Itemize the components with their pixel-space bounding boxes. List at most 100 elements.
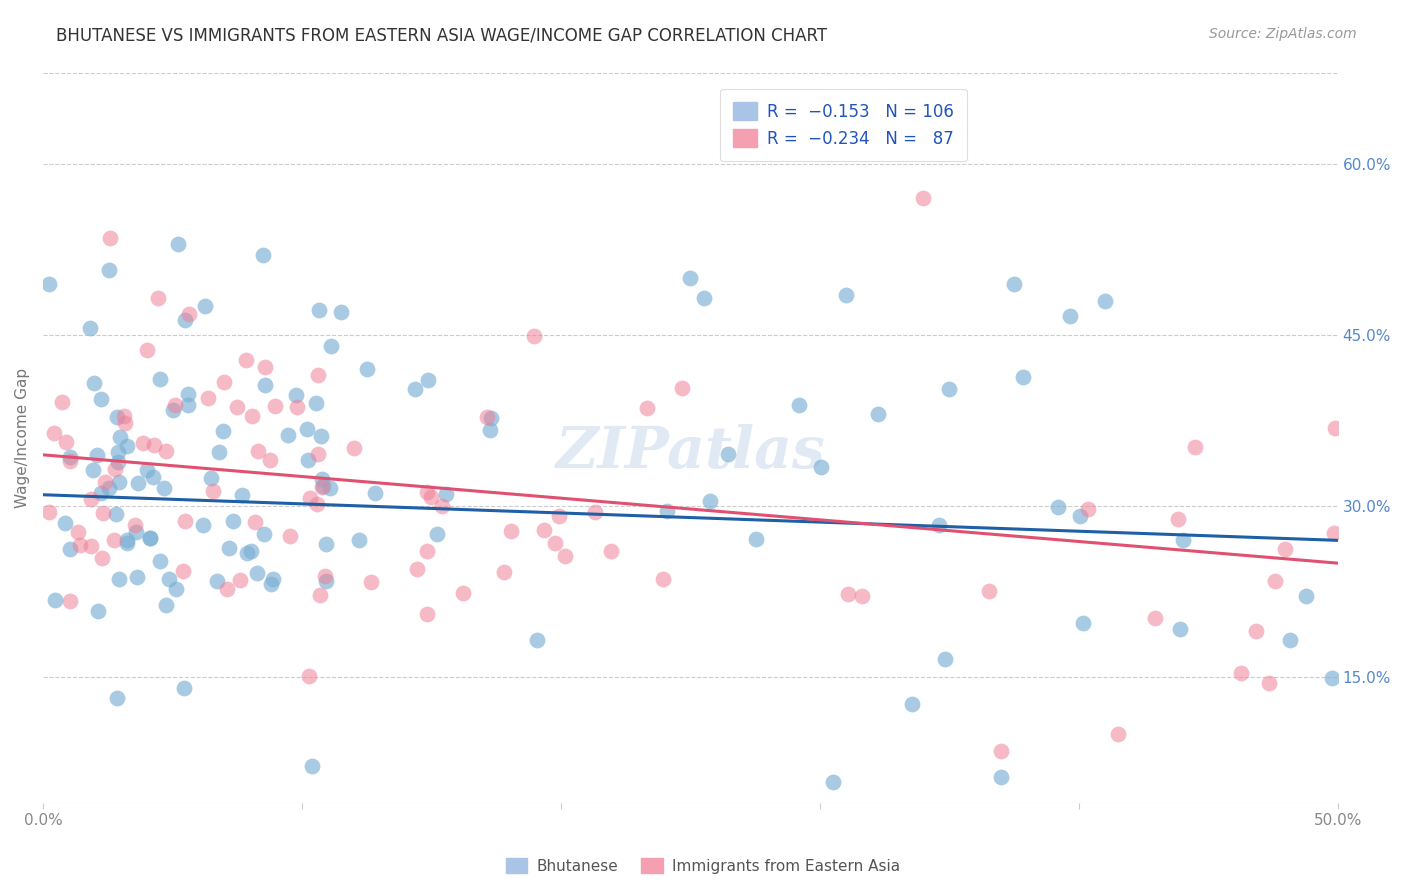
Point	[523, 328, 546, 343]
Point	[201, 484, 224, 499]
Point	[208, 445, 231, 459]
Text: BHUTANESE VS IMMIGRANTS FROM EASTERN ASIA WAGE/INCOME GAP CORRELATION CHART: BHUTANESE VS IMMIGRANTS FROM EASTERN ASI…	[56, 27, 827, 45]
Point	[218, 541, 240, 555]
Point	[301, 759, 323, 773]
Point	[364, 486, 387, 500]
Point	[979, 583, 1001, 598]
Point	[1012, 369, 1035, 384]
Point	[938, 382, 960, 396]
Point	[103, 533, 125, 547]
Point	[157, 572, 180, 586]
Point	[179, 307, 201, 321]
Point	[321, 338, 343, 352]
Point	[934, 652, 956, 666]
Point	[172, 565, 194, 579]
Point	[105, 691, 128, 706]
Point	[1167, 512, 1189, 526]
Point	[494, 565, 516, 579]
Point	[212, 424, 235, 438]
Point	[59, 593, 82, 607]
Point	[87, 604, 110, 618]
Point	[717, 447, 740, 461]
Point	[142, 469, 165, 483]
Point	[526, 632, 548, 647]
Point	[1173, 533, 1195, 547]
Point	[499, 524, 522, 539]
Point	[311, 472, 333, 486]
Point	[104, 462, 127, 476]
Point	[240, 409, 263, 423]
Point	[636, 401, 658, 415]
Point	[236, 546, 259, 560]
Point	[479, 423, 502, 437]
Point	[177, 399, 200, 413]
Point	[44, 593, 66, 607]
Point	[229, 573, 252, 587]
Point	[928, 517, 950, 532]
Point	[1059, 310, 1081, 324]
Point	[418, 373, 440, 387]
Point	[599, 544, 621, 558]
Point	[1279, 633, 1302, 648]
Point	[131, 436, 153, 450]
Point	[80, 491, 103, 506]
Point	[699, 494, 721, 508]
Point	[298, 669, 321, 683]
Text: ZIPatlas: ZIPatlas	[555, 424, 825, 481]
Point	[155, 444, 177, 458]
Point	[243, 515, 266, 529]
Point	[105, 410, 128, 425]
Point	[152, 481, 174, 495]
Point	[1244, 624, 1267, 639]
Point	[299, 491, 322, 505]
Point	[309, 588, 332, 602]
Point	[1107, 727, 1129, 741]
Point	[314, 568, 336, 582]
Point	[110, 429, 132, 443]
Point	[297, 453, 319, 467]
Point	[835, 288, 858, 302]
Point	[277, 428, 299, 442]
Legend: Bhutanese, Immigrants from Eastern Asia: Bhutanese, Immigrants from Eastern Asia	[501, 852, 905, 880]
Point	[124, 518, 146, 533]
Point	[191, 518, 214, 533]
Point	[318, 481, 340, 495]
Point	[416, 544, 439, 558]
Point	[1184, 440, 1206, 454]
Point	[1168, 622, 1191, 636]
Point	[1002, 277, 1025, 291]
Point	[86, 448, 108, 462]
Point	[173, 681, 195, 695]
Point	[146, 292, 169, 306]
Point	[548, 509, 571, 524]
Point	[53, 516, 76, 531]
Point	[254, 378, 277, 392]
Point	[671, 381, 693, 395]
Point	[125, 524, 148, 539]
Point	[90, 392, 112, 406]
Point	[679, 271, 702, 285]
Point	[163, 399, 186, 413]
Point	[149, 372, 172, 386]
Point	[108, 475, 131, 489]
Point	[117, 439, 139, 453]
Point	[305, 396, 328, 410]
Point	[262, 572, 284, 586]
Point	[347, 533, 370, 547]
Point	[1322, 525, 1344, 540]
Point	[135, 463, 157, 477]
Point	[329, 305, 352, 319]
Point	[583, 505, 606, 519]
Point	[135, 343, 157, 357]
Point	[115, 533, 138, 548]
Point	[254, 360, 277, 375]
Point	[222, 514, 245, 528]
Point	[252, 248, 274, 262]
Point	[1144, 611, 1167, 625]
Point	[745, 532, 768, 546]
Point	[98, 231, 121, 245]
Point	[177, 386, 200, 401]
Point	[912, 191, 935, 205]
Point	[59, 541, 82, 556]
Legend: R =  −0.153   N = 106, R =  −0.234   N =   87: R = −0.153 N = 106, R = −0.234 N = 87	[720, 88, 967, 161]
